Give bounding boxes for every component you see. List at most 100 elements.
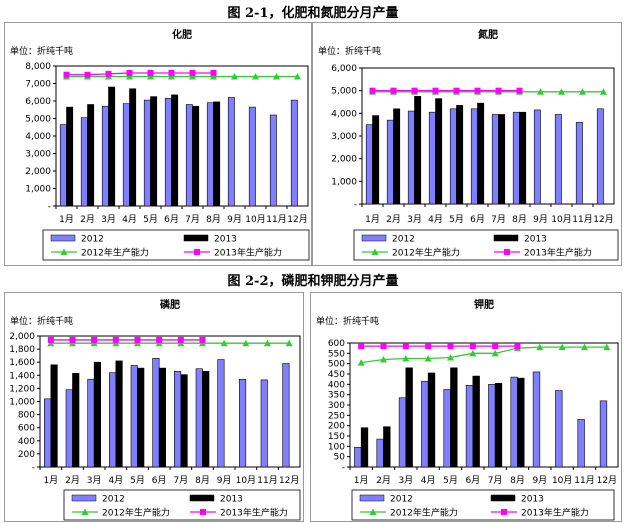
x-tick-label: 12月 (279, 475, 299, 486)
legend-marker-2013年生产能力 (504, 249, 510, 255)
x-tick-label: 2月 (386, 214, 401, 225)
legend-label: 2013 (214, 235, 237, 245)
bar-2013 (456, 105, 464, 205)
legend-label: 2013年生产能力 (220, 507, 288, 519)
point-2013年生产能力 (411, 87, 418, 94)
bar-2013 (93, 361, 101, 468)
y-tick-label: 3,000 (25, 150, 51, 160)
x-tick-label: 6月 (470, 214, 485, 225)
point-2012年生产能力 (220, 339, 228, 347)
bar-2013 (66, 106, 74, 207)
y-tick-label: 350 (328, 391, 345, 401)
point-2013年生产能力 (47, 336, 54, 343)
bar-2013 (393, 108, 401, 205)
x-tick-label: 11月 (257, 475, 277, 486)
bar-2012 (195, 368, 203, 468)
bar-2012 (174, 371, 182, 468)
x-tick-label: 8月 (510, 475, 525, 486)
legend-marker-2012年生产能力 (60, 248, 68, 255)
unit-label: 单位：折纯千吨 (318, 45, 381, 57)
bar-2012 (428, 111, 436, 205)
point-2013年生产能力 (63, 71, 70, 78)
point-2013年生产能力 (177, 336, 184, 343)
point-2013年生产能力 (84, 71, 91, 78)
chart-title: 钾肥 (474, 298, 494, 311)
bar-2012 (554, 114, 562, 205)
x-tick-label: 8月 (206, 214, 221, 225)
point-2013年生产能力 (147, 70, 154, 76)
bar-2012 (109, 372, 117, 468)
x-tick-label: 2月 (65, 475, 80, 486)
unit-label: 单位：折纯千吨 (10, 45, 73, 57)
legend-swatch-2012 (359, 494, 385, 502)
unit-label: 单位：折纯千吨 (10, 315, 73, 327)
y-tick-label: 50 (334, 453, 346, 463)
y-tick-label: 5,000 (331, 87, 357, 97)
x-tick-label: 5月 (143, 214, 158, 225)
point-2013年生产能力 (189, 70, 196, 76)
chart-frame (312, 22, 622, 266)
bar-2013 (115, 360, 123, 468)
line-2012年生产能力 (361, 346, 607, 364)
x-tick-label: 4月 (428, 214, 443, 225)
bar-2012 (290, 99, 298, 207)
y-tick-label: 400 (18, 437, 35, 447)
point-2012年生产能力 (126, 73, 133, 80)
bar-2012 (80, 117, 88, 207)
x-tick-label: 7月 (185, 214, 200, 225)
bar-2012 (555, 390, 563, 468)
point-2013年生产能力 (514, 343, 521, 350)
y-tick-label: 1,000 (331, 177, 357, 187)
x-tick-label: 7月 (173, 475, 188, 486)
y-tick-label: 400 (328, 380, 345, 390)
legend-marker-2012年生产能力 (81, 508, 89, 515)
point-2013年生产能力 (134, 336, 141, 343)
bar-2013 (87, 104, 95, 207)
point-2012年生产能力 (90, 339, 98, 347)
y-tick-label: 5,000 (25, 115, 51, 125)
x-tick-label: 11月 (572, 214, 592, 225)
y-tick-label: 500 (328, 360, 345, 370)
bar-2012 (65, 389, 73, 468)
legend-swatch-2013 (490, 494, 516, 502)
x-tick-label: 12月 (287, 214, 307, 225)
bar-2013 (171, 94, 179, 207)
point-2013年生产能力 (495, 87, 502, 94)
y-tick-label: 4,000 (25, 132, 51, 142)
bar-2012 (398, 397, 407, 468)
bar-2012 (596, 108, 604, 205)
bar-2012 (443, 389, 451, 468)
bar-2013 (360, 427, 369, 468)
bar-2013 (477, 102, 485, 205)
bar-2013 (414, 96, 422, 205)
point-2012年生产能力 (447, 353, 454, 361)
point-2013年生产能力 (369, 87, 376, 94)
point-2013年生产能力 (69, 336, 76, 343)
point-2013年生产能力 (390, 87, 397, 94)
point-2012年生产能力 (252, 73, 259, 80)
bar-2012 (217, 359, 225, 468)
point-2012年生产能力 (210, 73, 217, 80)
x-tick-label: 8月 (195, 475, 210, 486)
x-tick-label: 6月 (465, 475, 480, 486)
bar-2012 (532, 371, 541, 468)
y-tick-label: 3,000 (331, 132, 357, 142)
bar-2013 (108, 86, 116, 207)
point-2013年生产能力 (358, 343, 365, 350)
point-2012年生产能力 (558, 88, 565, 95)
y-tick-label: 300 (328, 401, 345, 411)
y-tick-label: 100 (328, 442, 345, 452)
legend-swatch-2012 (50, 234, 76, 242)
y-tick-label: 8,000 (25, 62, 51, 72)
bar-2013 (494, 383, 503, 468)
legend-marker-2012年生产能力 (371, 248, 379, 255)
y-tick-label: 6,000 (25, 97, 51, 107)
point-2012年生产能力 (155, 339, 163, 347)
bar-2013 (72, 373, 80, 468)
bar-2012 (143, 99, 151, 207)
point-2013年生产能力 (425, 343, 432, 350)
legend-label: 2012 (392, 235, 415, 245)
bar-2012 (470, 108, 478, 205)
point-2012年生产能力 (177, 339, 185, 347)
y-tick-label: 200 (18, 450, 35, 460)
